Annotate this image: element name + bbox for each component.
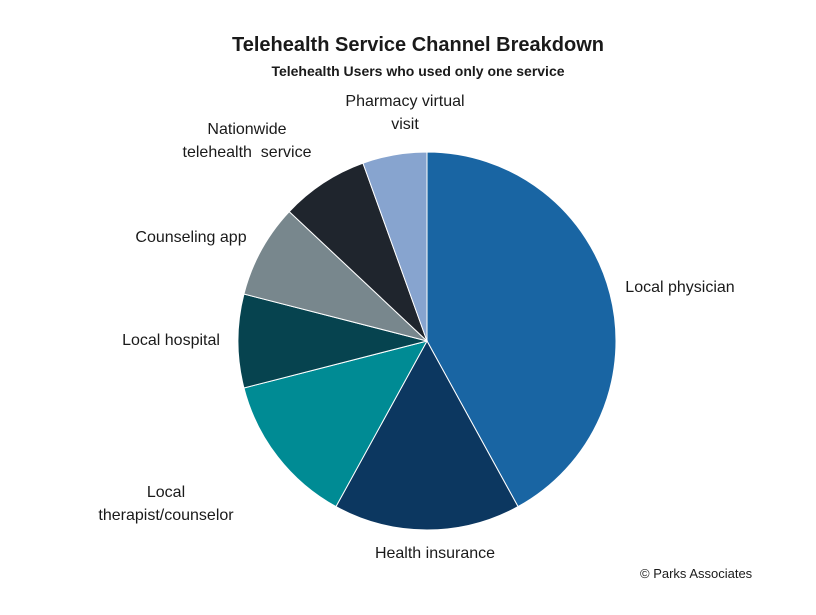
slice-label-local-therapist-counselor: Local therapist/counselor bbox=[98, 484, 234, 524]
chart-title: Telehealth Service Channel Breakdown bbox=[232, 34, 604, 56]
pie-slice-counseling-app bbox=[243, 210, 428, 342]
pie-slice-local-hospital bbox=[237, 293, 428, 389]
slice-label-nationwide-telehealth-service: Nationwide telehealth service bbox=[183, 121, 312, 161]
pie-slice-local-therapist-counselor bbox=[243, 340, 428, 508]
slice-label-health-insurance: Health insurance bbox=[375, 545, 495, 562]
slice-label-local-physician: Local physician bbox=[625, 279, 734, 296]
pie-slice-pharmacy-virtual-visit bbox=[362, 151, 428, 342]
slice-label-pharmacy-virtual-visit: Pharmacy virtual visit bbox=[345, 93, 464, 133]
slice-label-local-hospital: Local hospital bbox=[122, 332, 220, 349]
pie-slice-local-physician bbox=[426, 151, 617, 508]
chart-subtitle: Telehealth Users who used only one servi… bbox=[271, 63, 565, 79]
pie-slice-health-insurance bbox=[335, 339, 519, 531]
pie-slices bbox=[237, 151, 617, 531]
copyright-text: © Parks Associates bbox=[640, 566, 753, 581]
slice-label-counseling-app: Counseling app bbox=[135, 229, 246, 246]
slice-labels: Local physician Health insurance Local ther… bbox=[98, 93, 734, 562]
